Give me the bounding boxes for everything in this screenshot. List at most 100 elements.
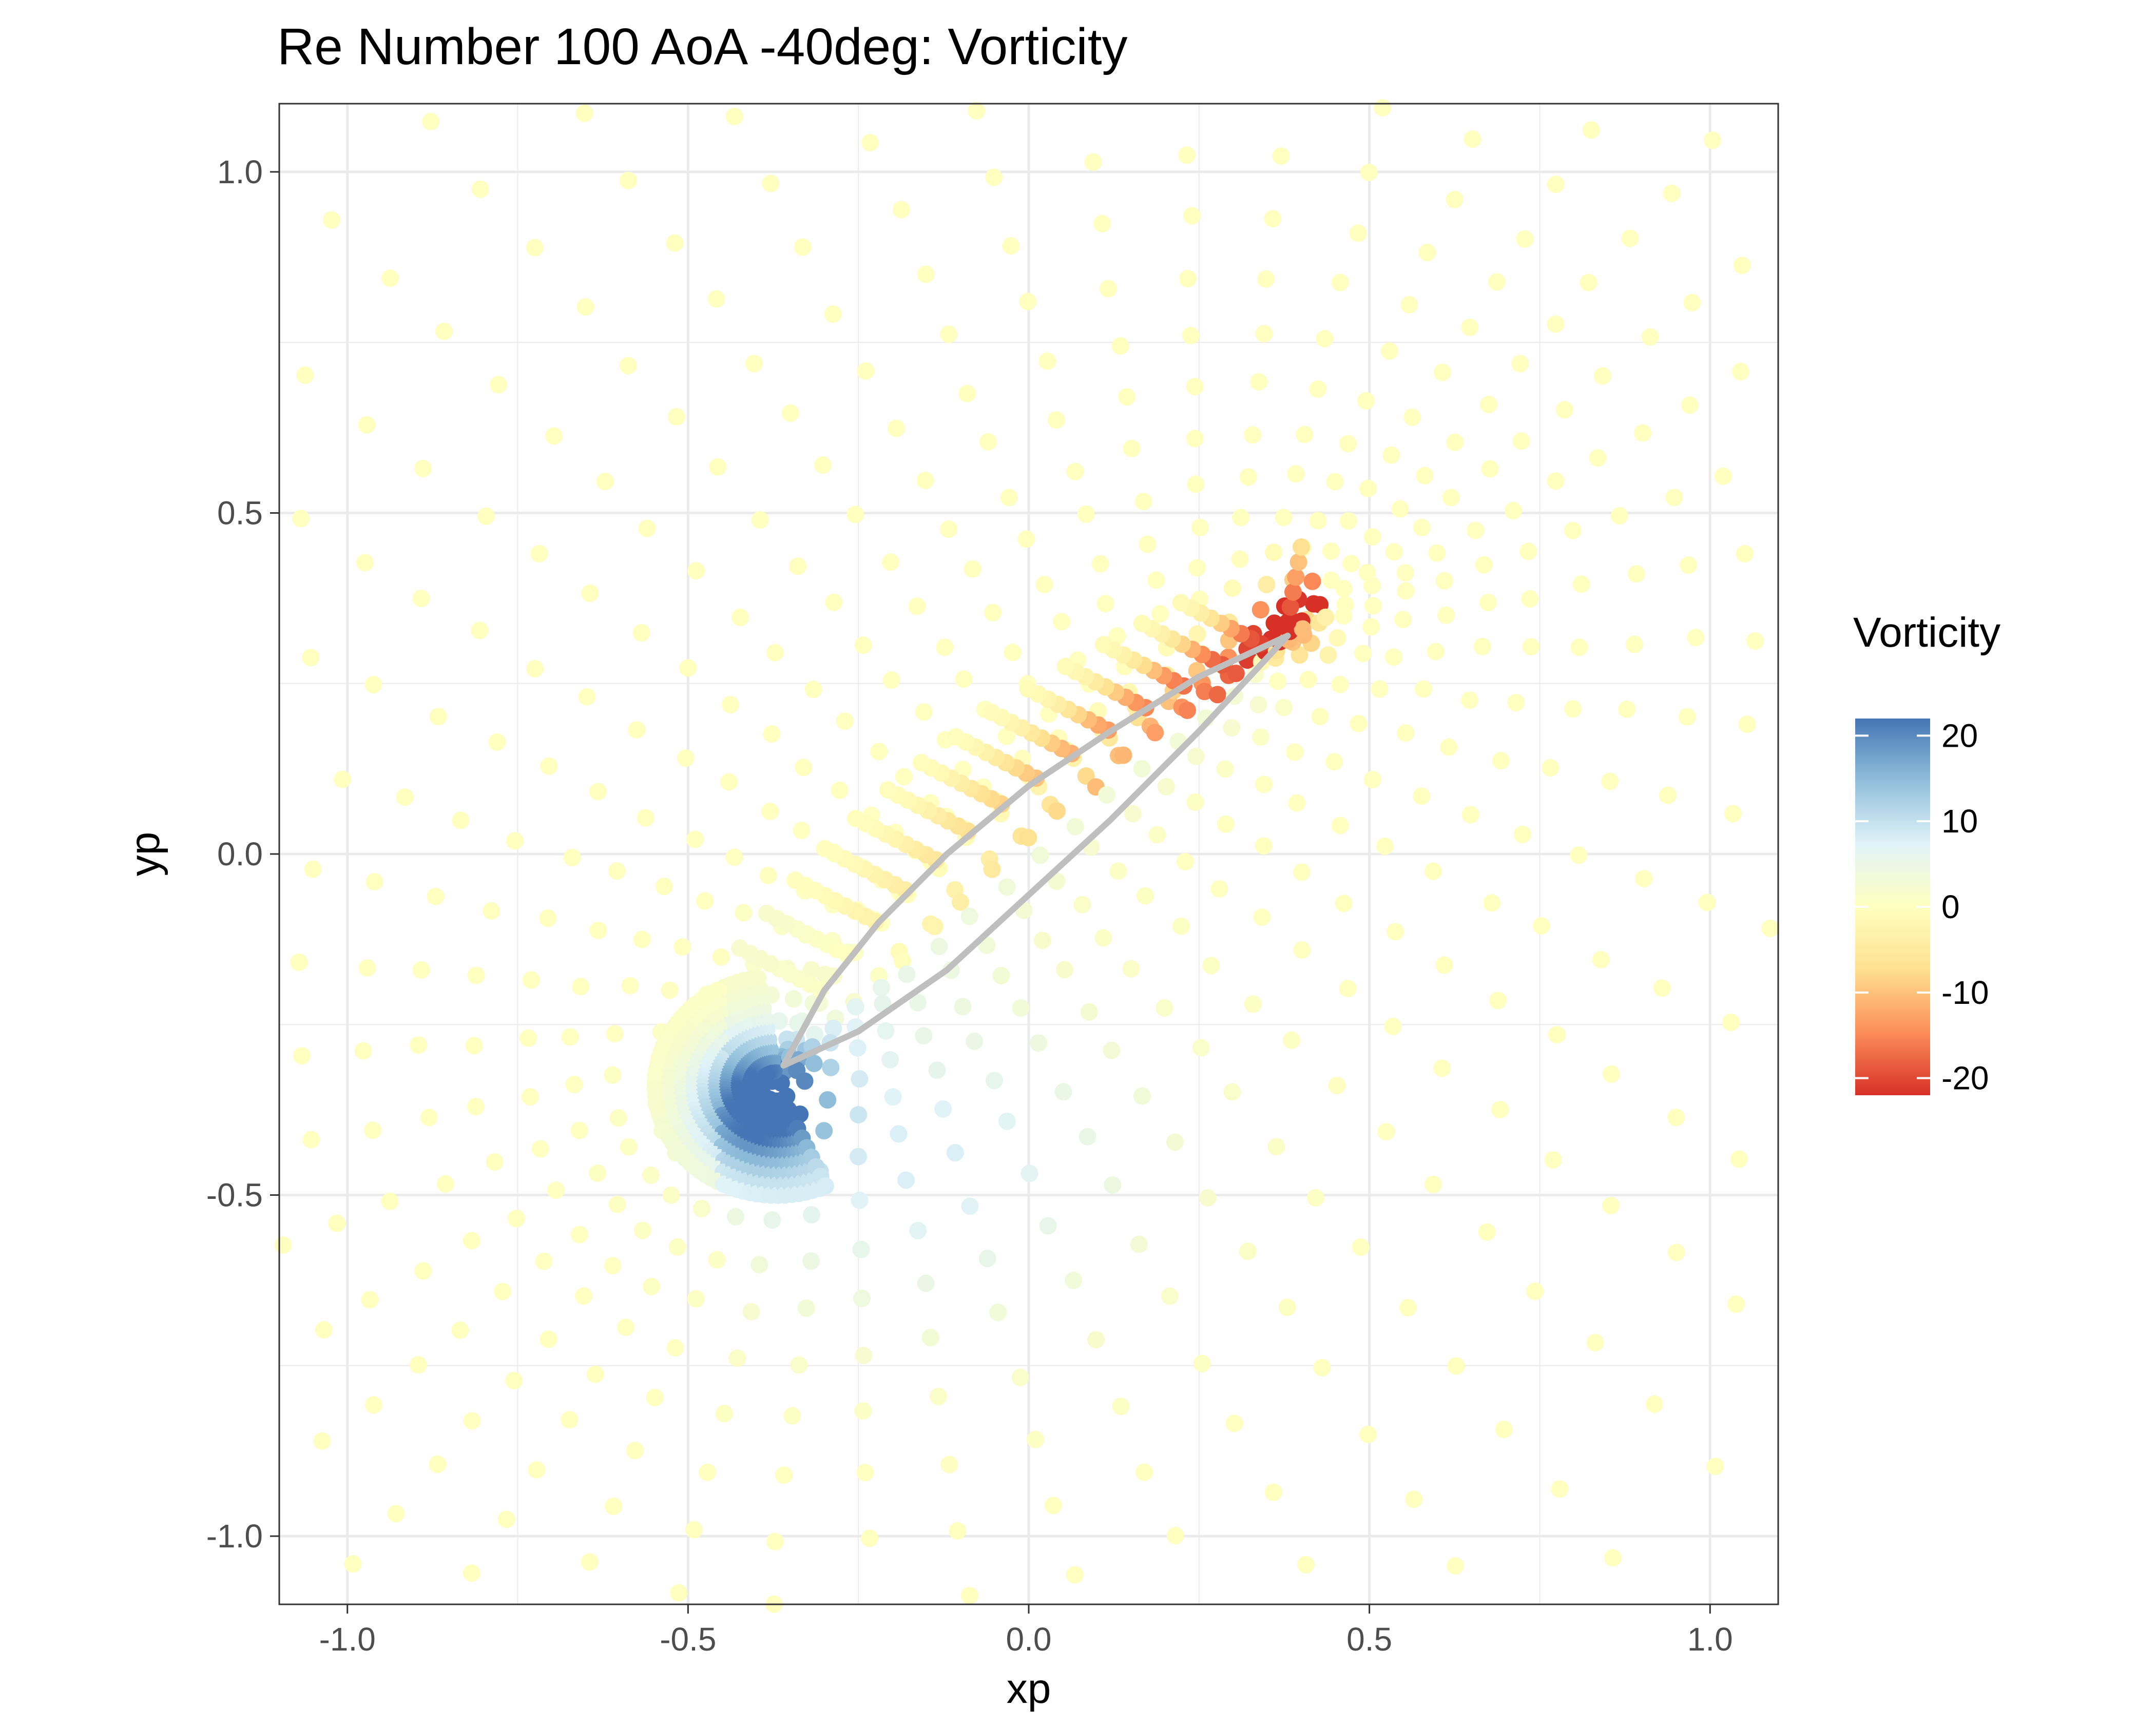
legend: Vorticity 20 10 0 -10 -20 [1853, 609, 2000, 1097]
vorticity-point [857, 362, 875, 380]
vorticity-point [796, 1072, 814, 1090]
vorticity-point [1114, 746, 1132, 764]
vorticity-point [1225, 1414, 1243, 1432]
vorticity-point [539, 909, 557, 927]
vorticity-point [488, 733, 506, 751]
vorticity-point [574, 1287, 592, 1305]
airfoil-outline [780, 632, 1291, 1069]
vorticity-point [1133, 614, 1151, 632]
vorticity-point [471, 180, 489, 198]
vorticity-point [1187, 747, 1205, 765]
vorticity-point [1080, 1003, 1098, 1021]
y-tick-label: 0.0 [217, 836, 263, 872]
vorticity-point [1223, 719, 1241, 737]
vorticity-point [1255, 775, 1273, 793]
vorticity-point [793, 822, 811, 840]
vorticity-point [1292, 538, 1310, 556]
vorticity-point [1354, 645, 1372, 663]
vorticity-point [1542, 759, 1560, 777]
vorticity-point [1065, 1271, 1083, 1289]
vorticity-point [822, 1059, 840, 1076]
vorticity-point [313, 1432, 331, 1450]
vorticity-point [1635, 870, 1653, 888]
vorticity-point [731, 608, 749, 626]
vorticity-point [1147, 571, 1165, 589]
vorticity-point [1031, 846, 1049, 864]
vorticity-point [604, 1257, 622, 1275]
vorticity-point [315, 1321, 333, 1339]
vorticity-point [854, 1402, 872, 1420]
vorticity-point [1239, 1243, 1257, 1260]
vorticity-point [1283, 1031, 1300, 1049]
vorticity-point [831, 781, 849, 799]
vorticity-point [522, 971, 540, 989]
vorticity-point [1380, 342, 1398, 360]
vorticity-point [528, 1461, 546, 1479]
vorticity-point [519, 1029, 537, 1047]
vorticity-point [1738, 715, 1756, 733]
vorticity-point [934, 1100, 952, 1118]
vorticity-point [1029, 1034, 1047, 1052]
x-axis: -1.0 -0.5 0.0 0.5 1.0 [319, 1604, 1733, 1658]
vorticity-point [661, 981, 679, 999]
vorticity-point [471, 622, 489, 639]
vorticity-point [794, 238, 812, 256]
vorticity-point [1382, 446, 1400, 464]
vorticity-point [1094, 636, 1112, 654]
vorticity-point [861, 133, 879, 151]
vorticity-point [1294, 620, 1312, 638]
vorticity-point [1610, 507, 1628, 525]
vorticity-point [763, 725, 781, 743]
vorticity-point [387, 1505, 405, 1523]
vorticity-point [666, 234, 684, 252]
vorticity-point [1044, 1497, 1062, 1515]
vorticity-point [1467, 521, 1485, 539]
vorticity-point [850, 1106, 868, 1124]
vorticity-point [1659, 786, 1677, 804]
vorticity-point [964, 560, 981, 578]
vorticity-point [1507, 694, 1525, 711]
vorticity-point [1424, 1175, 1442, 1193]
vorticity-point [854, 636, 872, 654]
vorticity-point [1156, 999, 1173, 1017]
vorticity-point [894, 952, 911, 970]
vorticity-point [1339, 980, 1357, 998]
vorticity-point [1109, 862, 1127, 880]
vorticity-point [608, 862, 626, 880]
vorticity-point [414, 459, 432, 477]
vorticity-point [1364, 597, 1382, 615]
vorticity-point [1019, 680, 1037, 698]
vorticity-point [1322, 571, 1340, 589]
vorticity-point [1663, 184, 1681, 202]
vorticity-point [928, 1061, 946, 1079]
vorticity-point [1394, 611, 1412, 629]
vorticity-point [1322, 542, 1340, 560]
vorticity-point [1461, 806, 1479, 824]
data-points [274, 99, 1779, 1613]
vorticity-point [1258, 575, 1276, 593]
vorticity-point [526, 239, 544, 257]
vorticity-point [912, 754, 930, 772]
vorticity-point [1002, 237, 1020, 255]
vorticity-point [715, 1405, 733, 1423]
vorticity-point [1428, 544, 1446, 562]
vorticity-point [1111, 337, 1129, 355]
vorticity-point [581, 1553, 599, 1571]
vorticity-point [1053, 613, 1071, 631]
vorticity-point [1146, 724, 1164, 742]
vorticity-point [1687, 629, 1705, 647]
vorticity-point [486, 1153, 504, 1171]
vorticity-point [1281, 598, 1299, 616]
vorticity-point [1678, 708, 1696, 726]
vorticity-point [696, 892, 714, 910]
vorticity-point [1161, 1287, 1179, 1305]
vorticity-point [427, 887, 445, 905]
vorticity-point [1339, 435, 1357, 453]
vorticity-point [892, 201, 910, 219]
vorticity-point [1264, 544, 1282, 561]
vorticity-point [1278, 1298, 1296, 1316]
vorticity-point [766, 1532, 784, 1550]
vorticity-point [293, 1047, 311, 1065]
vorticity-point [617, 1318, 634, 1336]
vorticity-point [851, 1070, 869, 1088]
